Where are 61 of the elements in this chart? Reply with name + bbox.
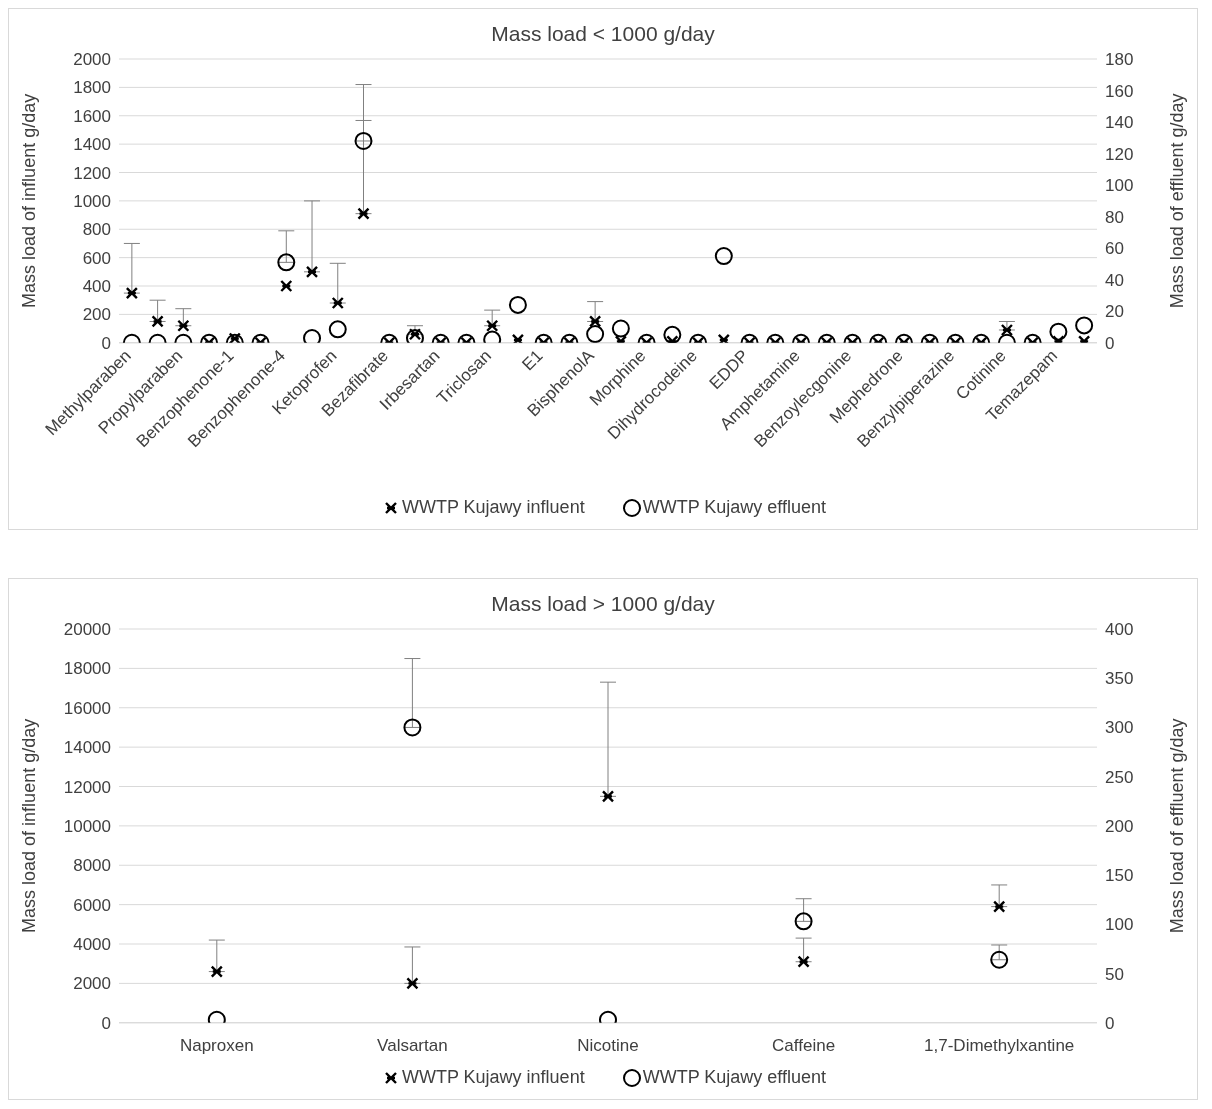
y2-tick-label: 100 (1105, 915, 1134, 935)
y2-tick-label: 250 (1105, 767, 1134, 787)
y2-tick-label: 20 (1105, 302, 1124, 322)
y-tick-label: 8000 (73, 856, 111, 876)
y2-tick-label: 50 (1105, 964, 1124, 984)
y2-tick-label: 200 (1105, 816, 1134, 836)
y-tick-label: 4000 (73, 935, 111, 955)
y-axis-title: Mass load of influent g/day (19, 93, 40, 308)
y2-tick-label: 60 (1105, 239, 1124, 259)
y-tick-label: 1000 (73, 191, 111, 211)
chart-title: Mass load < 1000 g/day (491, 22, 716, 45)
legend-label: WWTP Kujawy influent (400, 496, 585, 519)
y-tick-label: 200 (82, 305, 111, 325)
y-tick-label: 10000 (63, 816, 111, 836)
y-tick-label: 1600 (73, 106, 111, 126)
y2-tick-label: 140 (1105, 113, 1134, 133)
y-tick-label: 0 (101, 333, 111, 353)
y2-tick-label: 160 (1105, 81, 1134, 101)
y-tick-label: 12000 (63, 777, 111, 797)
y-tick-label: 1800 (73, 78, 111, 98)
x-tick-label: Naproxen (179, 1035, 254, 1055)
point (601, 790, 615, 803)
chart-title: Mass load > 1000 g/day (491, 592, 716, 615)
y-tick-label: 1400 (73, 135, 111, 155)
y2-tick-label: 350 (1105, 669, 1134, 689)
y2-tick-label: 0 (1105, 1013, 1115, 1033)
y2-tick-label: 100 (1105, 176, 1134, 196)
x-tick-label: Valsartan (377, 1035, 448, 1055)
y-tick-label: 0 (101, 1013, 111, 1033)
x-tick-label: Caffeine (772, 1035, 836, 1055)
y-tick-label: 600 (82, 248, 111, 268)
legend-label: WWTP Kujawy effluent (641, 1066, 827, 1089)
y2-tick-label: 120 (1105, 144, 1134, 164)
y-tick-label: 18000 (63, 659, 111, 679)
point (210, 965, 223, 978)
y-axis-title: Mass load of influent g/day (19, 718, 40, 933)
y-tick-label: 20000 (63, 620, 111, 640)
y2-tick-label: 40 (1105, 270, 1124, 290)
y2-axis-title: Mass load of effluent g/day (1167, 93, 1188, 309)
y2-tick-label: 80 (1105, 207, 1124, 227)
y-tick-label: 6000 (73, 895, 111, 915)
y2-tick-label: 150 (1105, 866, 1134, 886)
y2-tick-label: 0 (1105, 333, 1115, 353)
y-tick-label: 1200 (73, 163, 111, 183)
legend-label: WWTP Kujawy influent (400, 1066, 585, 1089)
y2-tick-label: 180 (1105, 50, 1134, 70)
legend-label: WWTP Kujawy effluent (641, 496, 827, 519)
y-tick-label: 14000 (63, 738, 111, 758)
x-tick-label: Nicotine (577, 1035, 639, 1055)
x-tick-label: 1,7-Dimethylxantine (924, 1035, 1075, 1055)
y-tick-label: 16000 (63, 698, 111, 718)
y-tick-label: 800 (82, 220, 111, 240)
y-tick-label: 2000 (73, 974, 111, 994)
point (406, 977, 419, 990)
y2-tick-label: 300 (1105, 718, 1134, 738)
y2-axis-title: Mass load of effluent g/day (1167, 718, 1188, 934)
point (993, 900, 1006, 913)
y-tick-label: 400 (82, 277, 111, 297)
y2-tick-label: 400 (1105, 620, 1134, 640)
y-tick-label: 2000 (73, 50, 111, 70)
point (797, 955, 810, 968)
